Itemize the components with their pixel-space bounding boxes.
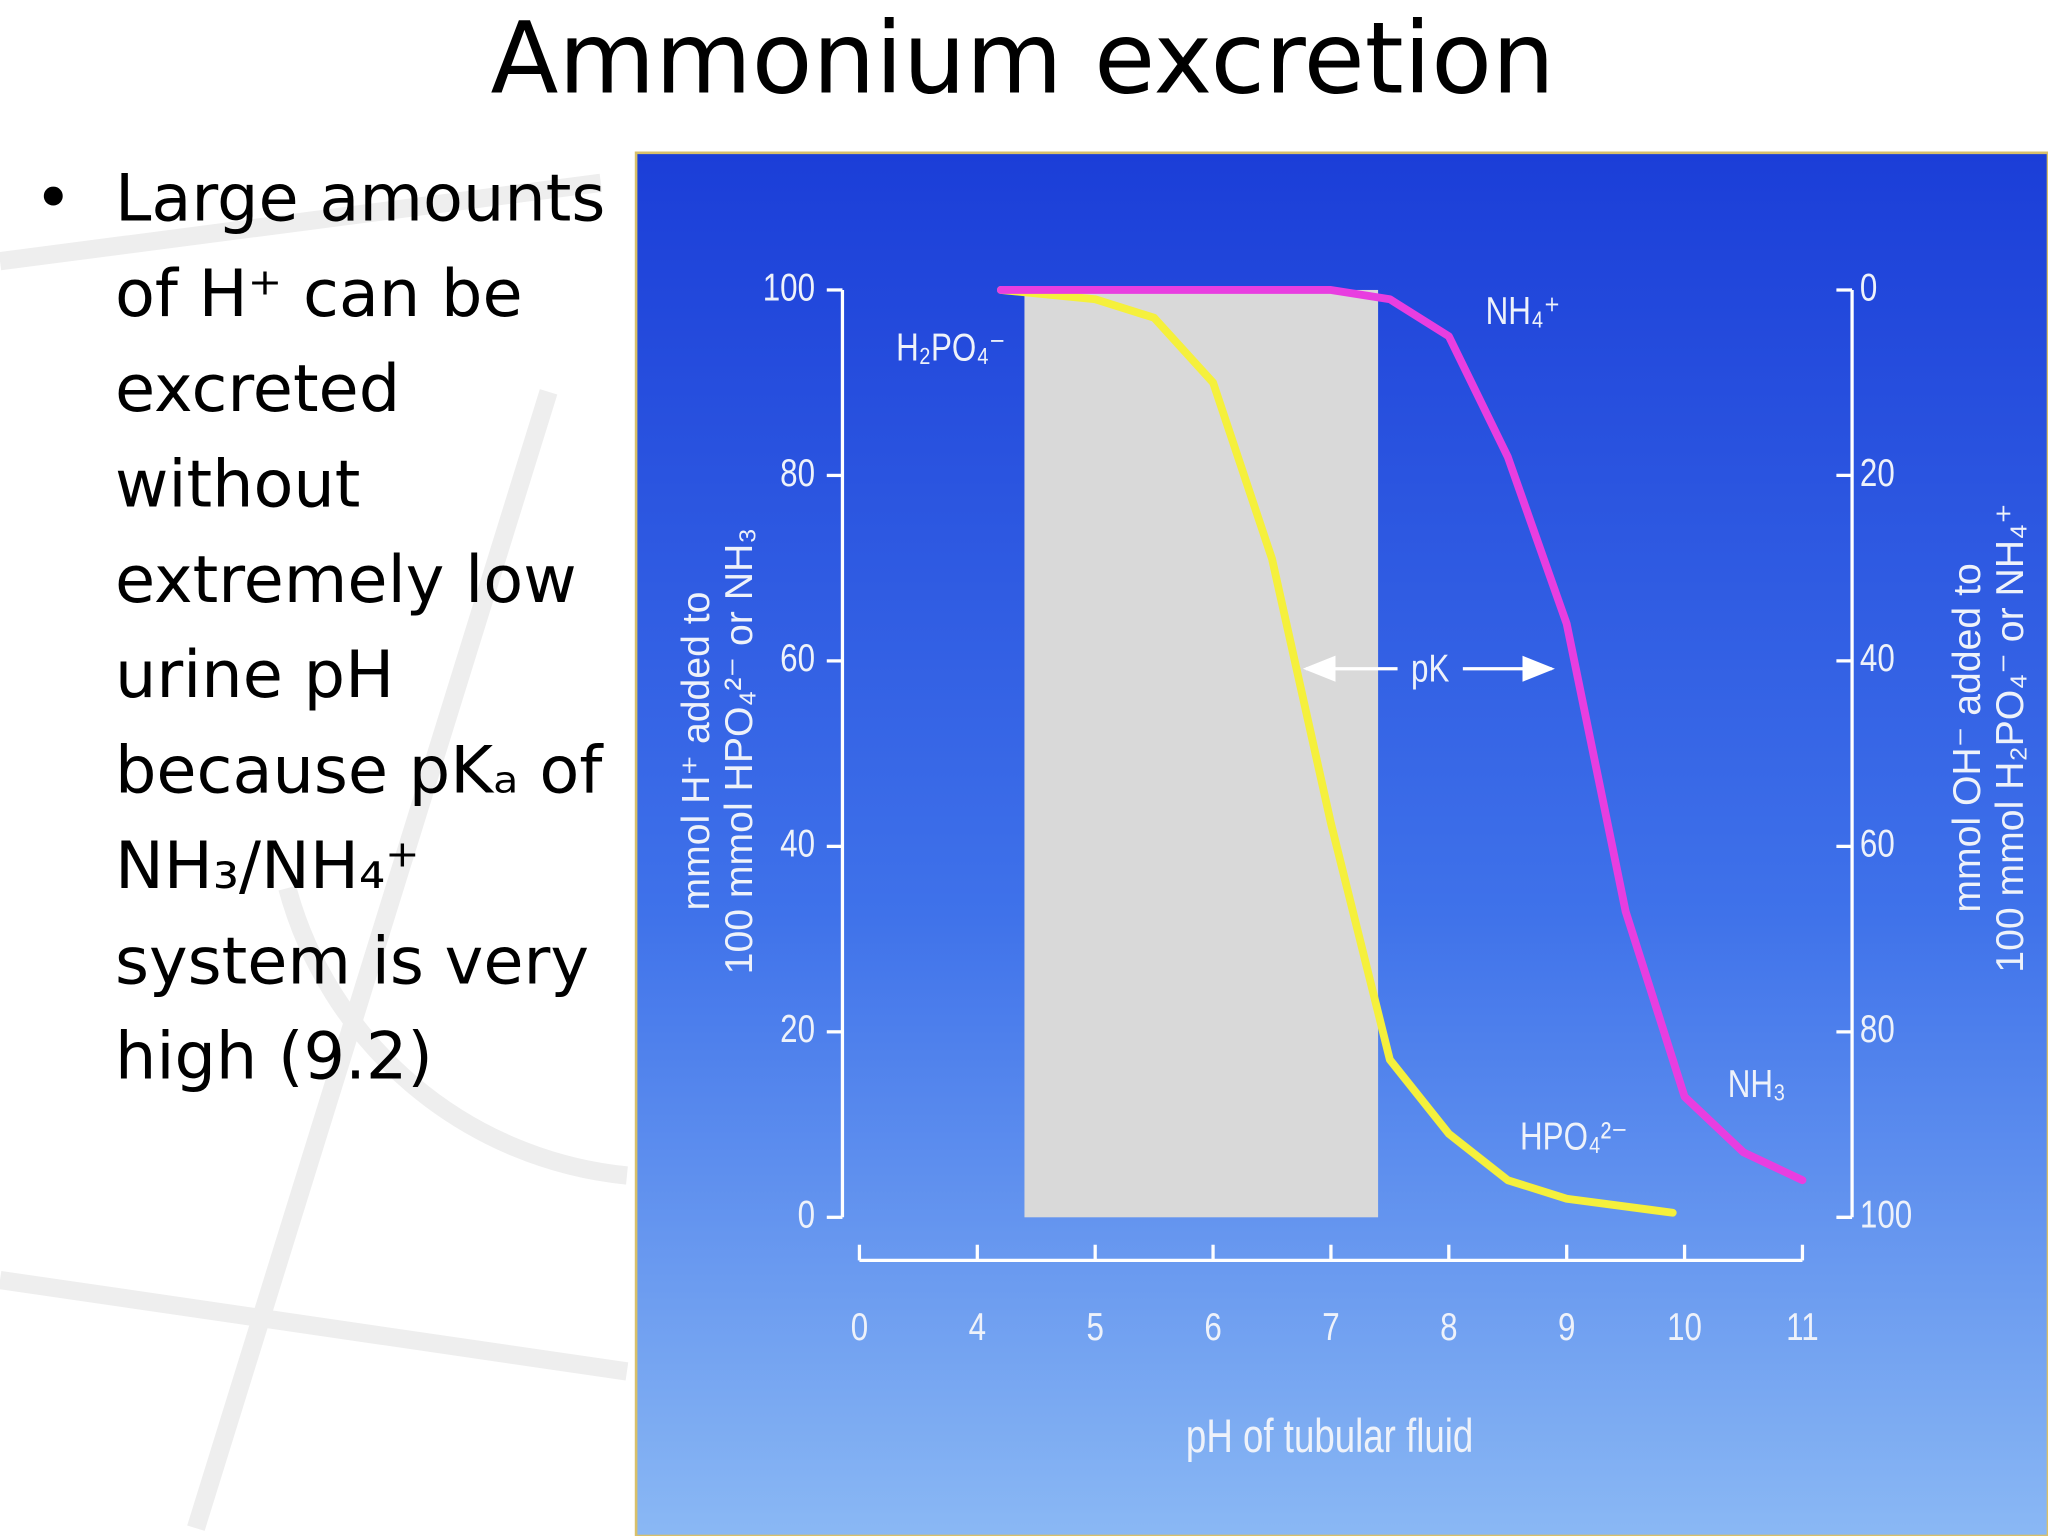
x-tick-label: 8: [1440, 1305, 1457, 1349]
y2-axis-label: 100 mmol H₂PO₄⁻ or NH₄⁺: [1989, 503, 2032, 972]
bullet-line: excreted: [115, 351, 400, 427]
bullet-line: urine pH: [115, 637, 394, 713]
watermark: [0, 173, 629, 1531]
curve-label: NH₄⁺: [1486, 288, 1561, 332]
curve-label: NH₃: [1728, 1062, 1786, 1106]
bullet-line: Large amounts: [115, 161, 605, 237]
bullet-line: NH₃/NH₄⁺: [115, 828, 420, 904]
y-tick-label: 100: [763, 265, 815, 309]
curve: [996, 286, 1807, 1185]
y-tick-label: 40: [780, 821, 815, 865]
y-axis-label: mmol H⁺ added to: [675, 592, 718, 911]
y-tick-label: 0: [798, 1192, 815, 1236]
x-tick-label: 5: [1086, 1305, 1103, 1349]
y2-axis-label: mmol OH⁻ added to: [1946, 563, 1989, 912]
y2-tick-label: 40: [1860, 636, 1895, 680]
y2-tick-label: 100: [1860, 1192, 1912, 1236]
bullet-line: because pKₐ of: [115, 733, 604, 809]
shaded-region: [1024, 289, 1379, 1218]
y2-tick-label: 80: [1860, 1007, 1895, 1051]
y2-tick-label: 60: [1860, 821, 1895, 865]
y2-tick-label: 20: [1860, 450, 1895, 494]
x-tick-label: 4: [969, 1305, 986, 1349]
bullet-text: Large amounts of H⁺ can be excreted without…: [115, 161, 605, 1095]
x-tick-label: 10: [1667, 1305, 1702, 1349]
bullet-line: of H⁺ can be: [115, 256, 523, 332]
x-tick-label: 0: [851, 1305, 868, 1349]
y-tick-label: 60: [780, 636, 815, 680]
x-tick-label: 11: [1786, 1305, 1819, 1349]
bullet-line: extremely low: [115, 542, 577, 618]
chart: 0 20 40 60 80 100 0 20 40 60 80 100 0 4 5 6 7 8 9 10 11 pH of…: [675, 265, 2032, 1462]
y2-tick-label: 0: [1860, 265, 1877, 309]
slide-title: Ammonium excretion: [491, 2, 1555, 117]
curve-label: pK: [1411, 646, 1450, 690]
bullet-line: system is very: [115, 923, 589, 999]
curve-label: HPO₄²⁻: [1520, 1114, 1628, 1158]
y-tick-label: 20: [780, 1007, 815, 1051]
x-tick-label: 6: [1204, 1305, 1221, 1349]
y-axis-label: 100 mmol HPO₄²⁻ or NH₃: [718, 528, 761, 975]
y-tick-label: 80: [780, 450, 815, 494]
bullet-line: high (9.2): [115, 1019, 433, 1095]
bullet-dot: •: [34, 161, 73, 237]
x-tick-label: 9: [1558, 1305, 1575, 1349]
curve-label: H₂PO₄⁻: [896, 325, 1005, 369]
bullet-line: without: [115, 447, 360, 523]
x-tick-label: 7: [1322, 1305, 1339, 1349]
x-axis-label: pH of tubular fluid: [1186, 1409, 1473, 1461]
curve: [996, 286, 1677, 1217]
